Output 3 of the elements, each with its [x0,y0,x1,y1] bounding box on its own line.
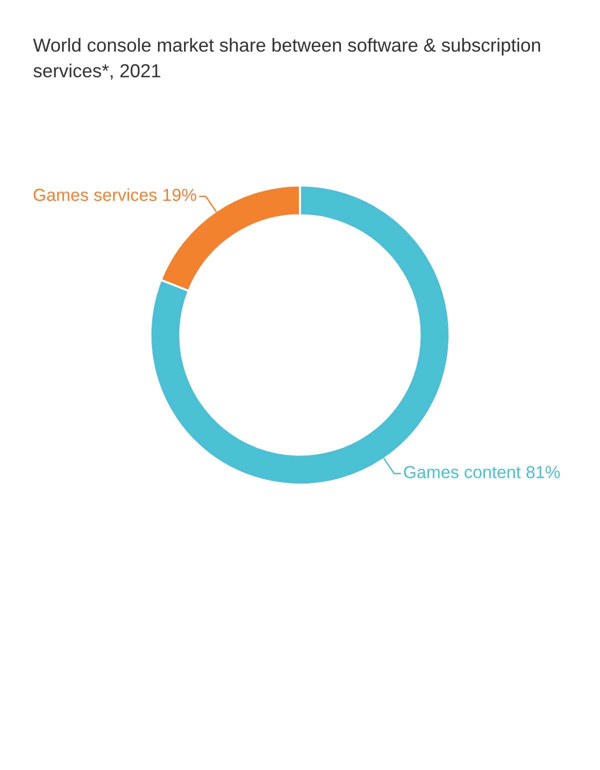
slice-label: Games services 19% [34,188,196,202]
chart-title: World console market share between software & subscription services*, 2021 [33,38,540,80]
slice-label: Games content 81% [404,466,560,478]
